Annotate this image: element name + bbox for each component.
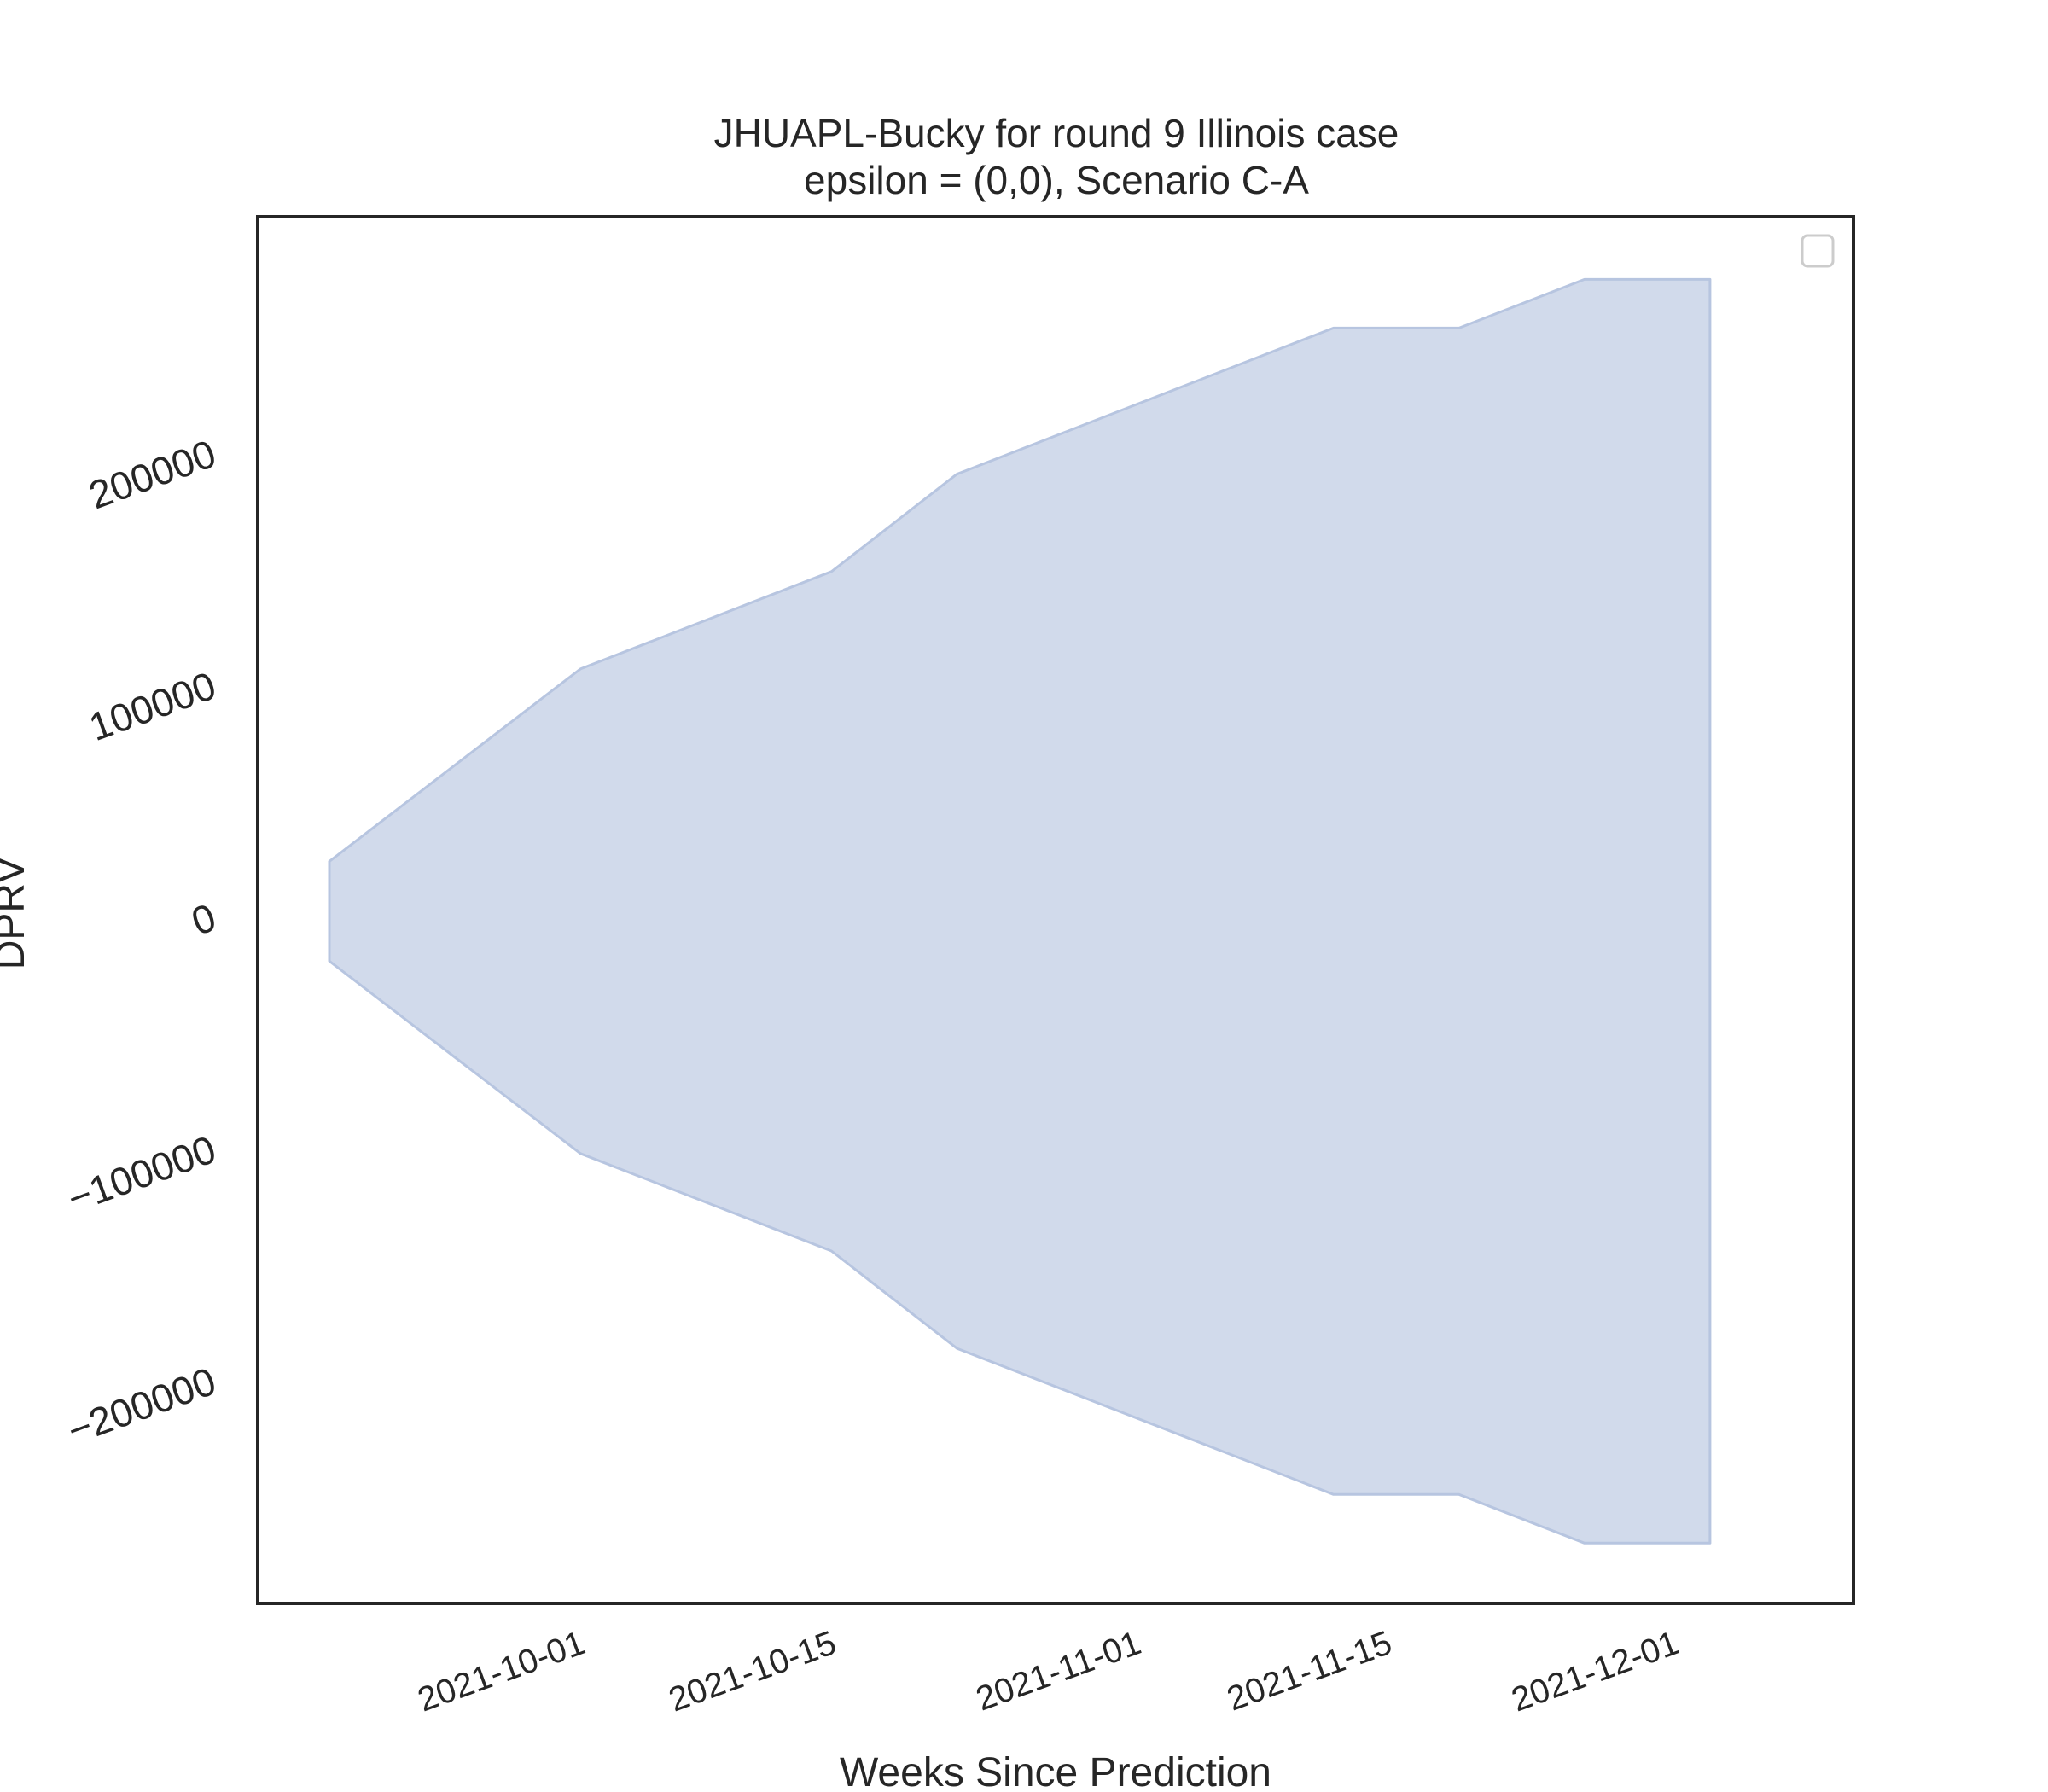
chart-title-line2: epsilon = (0,0), Scenario C-A bbox=[804, 158, 1309, 202]
x-tick-label: 2021-12-01 bbox=[1507, 1624, 1684, 1719]
y-axis-label: DPRV bbox=[0, 857, 33, 970]
prediction-band-0 bbox=[328, 277, 1712, 1545]
plot-frame bbox=[256, 215, 1855, 1605]
legend-box bbox=[1801, 234, 1835, 268]
x-ticks: 2021-10-01 2021-10-15 2021-11-01 2021-11-15… bbox=[413, 1624, 1684, 1719]
x-tick-label: 2021-10-01 bbox=[413, 1624, 590, 1719]
x-tick-label: 2021-10-15 bbox=[664, 1624, 841, 1719]
y-tick-label: 100000 bbox=[83, 663, 221, 749]
y-ticks: 200000 100000 0 −100000 −200000 bbox=[61, 431, 221, 1452]
x-tick-label: 2021-11-01 bbox=[971, 1624, 1146, 1718]
x-tick-label: 2021-11-15 bbox=[1222, 1624, 1397, 1718]
x-axis-label: Weeks Since Prediction bbox=[840, 1750, 1271, 1792]
y-tick-label: 0 bbox=[186, 894, 222, 944]
y-tick-label: −100000 bbox=[61, 1126, 221, 1221]
y-tick-label: −200000 bbox=[61, 1359, 221, 1453]
chart-title-line1: JHUAPL-Bucky for round 9 Illinois case bbox=[714, 111, 1399, 155]
y-tick-label: 200000 bbox=[83, 431, 221, 517]
band-layer bbox=[328, 277, 1712, 1545]
